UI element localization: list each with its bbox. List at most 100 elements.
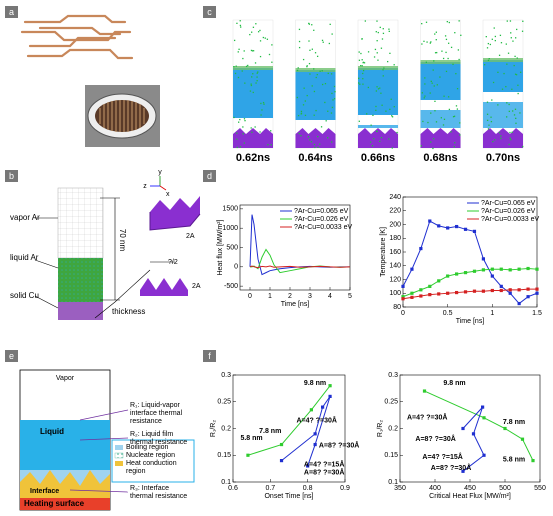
- atom: [486, 113, 489, 115]
- time-label: 0.64ns: [298, 152, 332, 164]
- interface: [483, 58, 523, 62]
- atom: [243, 50, 245, 52]
- atom: [455, 73, 457, 75]
- atom: [511, 88, 513, 90]
- axis-z: z: [143, 183, 147, 190]
- marker: [410, 295, 414, 299]
- atom: [311, 48, 313, 50]
- atom: [320, 126, 323, 128]
- atom: [493, 27, 495, 29]
- atom: [333, 85, 336, 88]
- marker: [482, 453, 486, 457]
- atom: [309, 139, 311, 141]
- atom: [389, 52, 391, 55]
- atom: [446, 20, 448, 23]
- atom: [267, 143, 269, 146]
- atom: [298, 28, 301, 31]
- atom: [456, 108, 459, 110]
- y-tick-label: 0.1: [221, 479, 231, 486]
- marker: [517, 267, 521, 271]
- marker: [422, 389, 427, 393]
- atom: [421, 22, 423, 25]
- atom: [455, 105, 458, 107]
- atom: [434, 110, 436, 112]
- atom: [521, 30, 524, 32]
- atom: [369, 141, 372, 143]
- marker: [428, 284, 432, 288]
- atom: [370, 124, 372, 126]
- y-tick-label: 0.25: [384, 399, 398, 406]
- legend-label: ?Ar-Cu=0.026 eV: [481, 208, 536, 215]
- x-tick-label: 1.5: [532, 310, 542, 317]
- atom: [492, 140, 494, 143]
- y-tick-label: 0.15: [217, 452, 231, 459]
- panel-labels: a b c d e f: [5, 6, 216, 362]
- atom: [458, 58, 460, 61]
- x-tick-label: 1: [490, 310, 494, 317]
- atom: [308, 23, 311, 25]
- marker: [428, 293, 432, 297]
- atom: [443, 118, 446, 120]
- atom: [448, 108, 451, 111]
- marker: [428, 219, 432, 223]
- atom: [331, 92, 333, 95]
- atom: [382, 75, 384, 77]
- atom: [494, 139, 496, 141]
- x-tick-label: 0.9: [340, 485, 350, 492]
- series-line: [402, 267, 538, 298]
- interface: [295, 68, 336, 72]
- atom: [250, 84, 253, 87]
- atom: [358, 59, 361, 61]
- atom: [307, 136, 310, 138]
- atom: [239, 20, 241, 22]
- atom: [309, 73, 311, 75]
- atom: [236, 132, 238, 134]
- atom: [260, 102, 262, 105]
- y-axis-label: Heat flux [MW/m²]: [217, 219, 224, 275]
- atom: [242, 126, 244, 128]
- panel-label: a: [9, 7, 14, 17]
- atom: [429, 92, 431, 94]
- atom: [425, 61, 427, 63]
- atom: [422, 120, 424, 123]
- atom: [506, 116, 508, 118]
- marker: [490, 288, 494, 293]
- marker: [526, 266, 530, 271]
- marker: [410, 267, 414, 271]
- marker: [437, 224, 441, 228]
- label-vapor: vapor Ar: [10, 213, 40, 222]
- liquid-band: [420, 62, 461, 100]
- atom: [510, 37, 512, 39]
- y-tick-label: 80: [393, 304, 401, 311]
- panel-label: d: [207, 171, 212, 181]
- atom: [508, 103, 510, 106]
- atom: [297, 67, 299, 69]
- atom: [252, 73, 254, 75]
- resistance-label: interface thermal: [130, 410, 183, 417]
- atom: [506, 102, 508, 104]
- atom: [328, 42, 331, 45]
- atom: [271, 44, 273, 46]
- marker: [472, 229, 477, 233]
- atom: [447, 96, 450, 98]
- atom: [515, 117, 517, 120]
- resistance-label: resistance: [130, 418, 162, 425]
- marker: [508, 288, 512, 292]
- atom: [251, 31, 253, 33]
- atom: [508, 143, 510, 146]
- atom: [321, 83, 324, 86]
- resistance-label: R₂: Liquid film: [130, 431, 173, 438]
- atom: [510, 32, 512, 34]
- atom: [436, 84, 438, 86]
- atom: [266, 38, 269, 40]
- panel-label-box: [5, 350, 18, 362]
- atom: [243, 142, 245, 144]
- y-tick-label: 0.2: [388, 425, 398, 432]
- atom: [503, 72, 505, 75]
- atom: [515, 122, 517, 124]
- marker: [401, 295, 405, 299]
- atom: [509, 131, 511, 134]
- atom: [508, 110, 510, 112]
- marker: [499, 267, 503, 271]
